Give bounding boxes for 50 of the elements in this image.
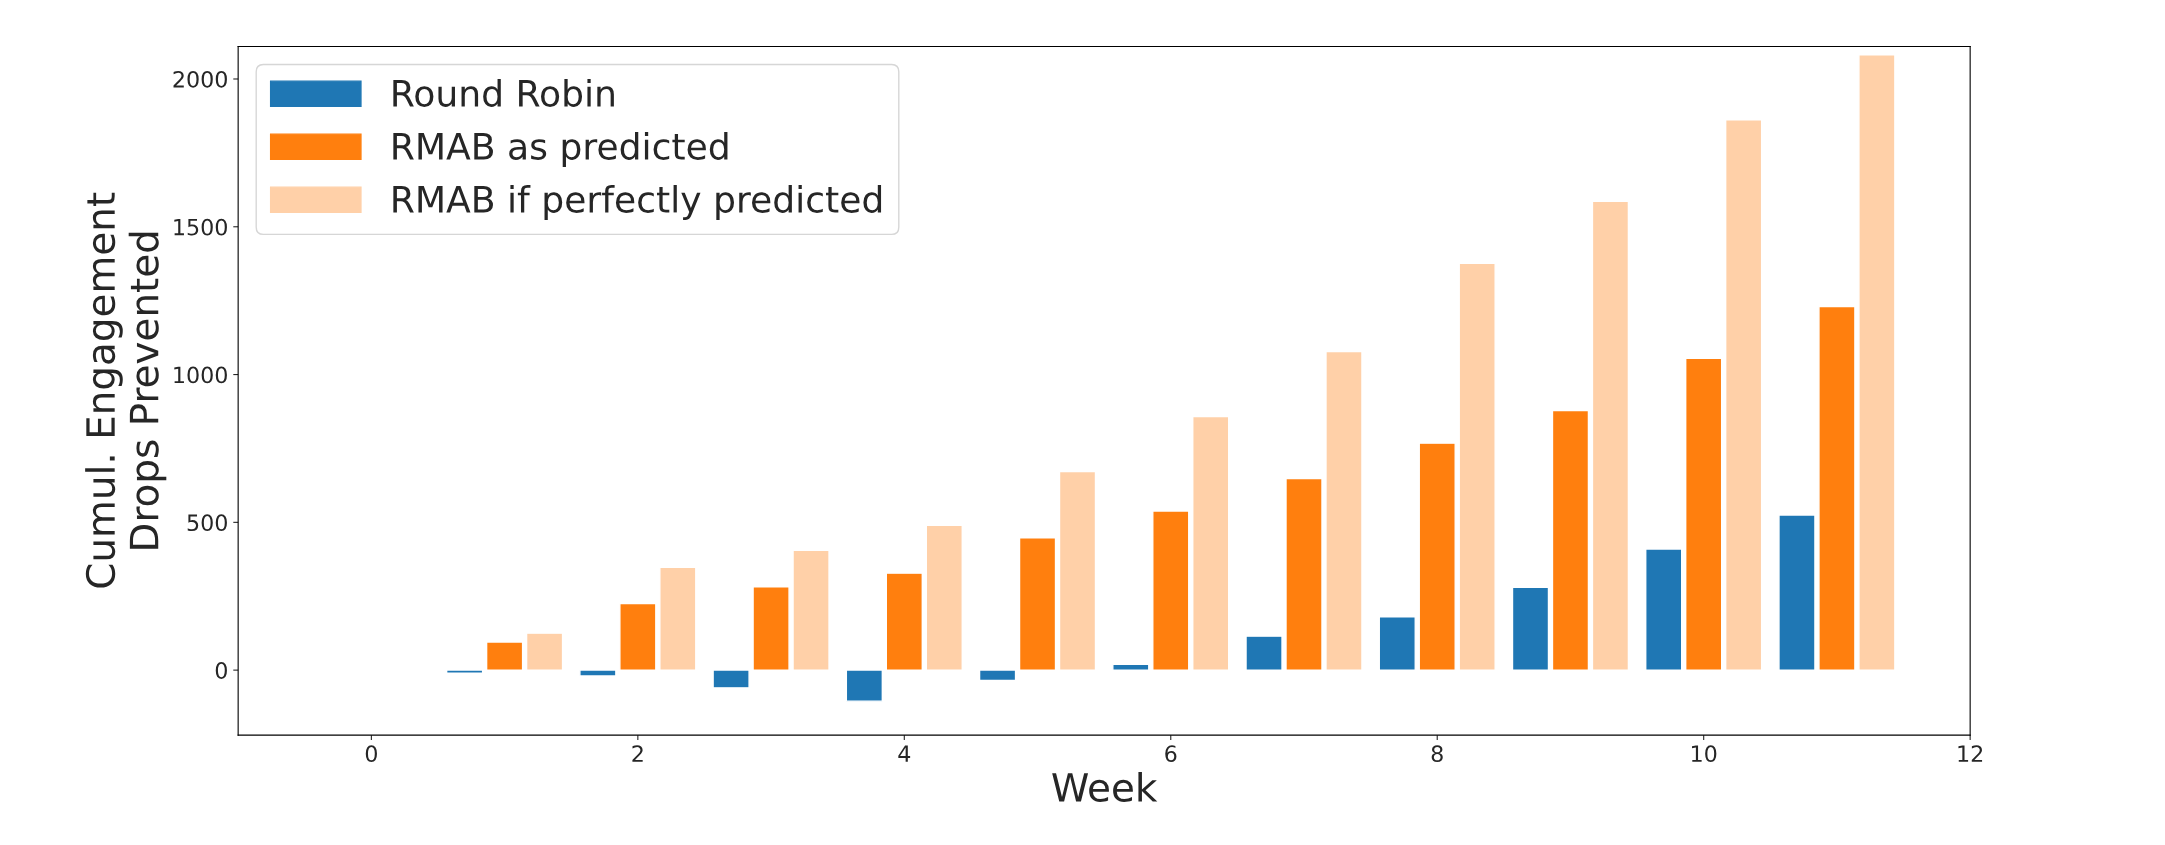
bar (1018, 537, 1057, 671)
y-tick-label: 1500 (174, 218, 227, 236)
y-tick-label: 0 (215, 662, 227, 679)
bar (845, 669, 884, 702)
y-axis-title: Cumul. Engagement Drops Prevented (85, 192, 167, 588)
bar (885, 572, 923, 671)
bar (1818, 305, 1856, 671)
bar (1152, 510, 1190, 671)
legend-label: RMAB if perfectly predicted (393, 184, 882, 220)
bar (1458, 262, 1496, 671)
y-tick-label: 2000 (173, 70, 227, 88)
bar (1645, 548, 1683, 671)
bar (1285, 477, 1323, 671)
bar (712, 669, 750, 689)
x-tick-label: 6 (1165, 745, 1177, 763)
x-tick-label: 4 (898, 745, 911, 762)
x-tick-label: 2 (632, 745, 643, 762)
bar (525, 632, 564, 671)
bar (752, 586, 790, 671)
y-tick-label: 500 (187, 514, 227, 532)
bar (1058, 470, 1097, 671)
bar (1112, 663, 1150, 671)
bar (925, 524, 963, 671)
x-tick-label: 0 (365, 745, 377, 763)
bar (1192, 415, 1230, 671)
y-tick-label: 1000 (174, 366, 227, 384)
bar (978, 669, 1017, 682)
bar (1378, 616, 1416, 671)
legend-label: Round Robin (393, 78, 614, 107)
bar (485, 641, 524, 671)
bar (1778, 514, 1816, 671)
bar (659, 566, 697, 671)
bar (1418, 442, 1456, 671)
bar (1245, 635, 1283, 671)
bar (1685, 357, 1723, 671)
x-tick-label: 12 (1958, 745, 1983, 762)
bar (1511, 586, 1550, 671)
bar (1551, 409, 1590, 671)
bar (1858, 54, 1896, 671)
bar (792, 549, 830, 671)
bar (619, 602, 657, 671)
legend-label: RMAB as predicted (393, 131, 728, 167)
bar (1325, 350, 1363, 671)
bar (1724, 119, 1763, 671)
bar (579, 669, 617, 677)
x-tick-label: 10 (1691, 745, 1717, 763)
x-axis-title: Week (1052, 771, 1158, 803)
bar (445, 669, 484, 674)
bar (1591, 200, 1630, 671)
x-tick-label: 8 (1431, 745, 1443, 763)
